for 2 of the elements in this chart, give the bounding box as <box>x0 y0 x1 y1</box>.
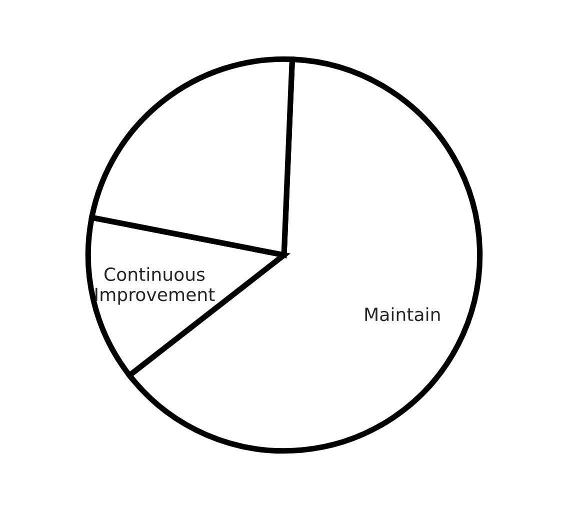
slice-label: Maintain <box>365 307 440 322</box>
slice-label: Continuous Improvement <box>96 267 215 305</box>
